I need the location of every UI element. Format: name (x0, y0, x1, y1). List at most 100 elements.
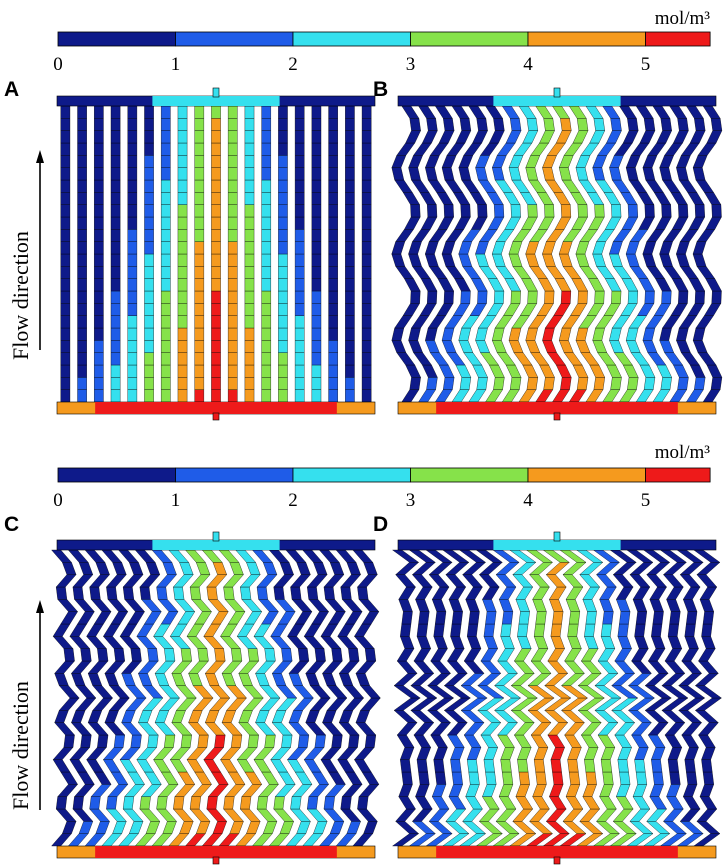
panelB-channel-4-seg-7 (469, 303, 487, 316)
panelA-channel-6-seg-6 (161, 315, 171, 329)
panelB-channel-11-seg-22 (593, 118, 605, 131)
panelD-channel-15-seg-7 (651, 747, 666, 760)
panelC-channel-17-seg-4 (341, 784, 363, 797)
panelD-channel-5-seg-4 (482, 784, 497, 797)
panelC-channel-11-seg-0 (235, 833, 256, 847)
panelA-channel-13-seg-21 (278, 130, 288, 144)
panelC-channel-11-seg-21 (239, 574, 261, 588)
panelA-channel-14-seg-9 (294, 278, 305, 292)
panelC-channel-17-seg-7 (337, 747, 358, 760)
panelB-channel-1-seg-10 (412, 266, 431, 279)
panelA-channel-15-seg-16 (311, 192, 322, 205)
panelB-channel-0-seg-18 (391, 167, 405, 181)
panelA-channel-1-seg-17 (77, 179, 87, 193)
panelA-channel-8-seg-7 (194, 303, 205, 316)
panelC-channel-13-seg-2 (273, 808, 295, 822)
panelA-channel-0-seg-1 (60, 377, 71, 390)
panelB-channel-13-seg-17 (611, 179, 631, 193)
panelA-channel-13-seg-14 (278, 216, 288, 230)
panelD-channel-10-seg-5 (568, 771, 581, 785)
panelA-channel-1-seg-9 (77, 278, 87, 292)
panelA-channel-11-seg-0 (244, 389, 255, 403)
panelC-channel-16-seg-21 (323, 574, 345, 588)
flow-arrowhead-bottom (36, 600, 44, 613)
panelA-channel-13-seg-15 (278, 204, 288, 218)
panelB-channel-5-seg-18 (475, 167, 488, 181)
panelC-channel-15-seg-12 (309, 685, 331, 699)
panelC-channel-7-seg-13 (171, 673, 186, 686)
panelD-channel-10-seg-9 (564, 722, 585, 736)
panelD-channel-17-seg-21 (679, 574, 701, 588)
panelB-channel-13-seg-10 (612, 266, 632, 279)
panelB-channel-10-seg-23 (568, 105, 587, 119)
panelC-channel-1-seg-9 (70, 722, 92, 736)
panelB-channel-11-seg-9 (588, 278, 605, 292)
panelA-channel-6-seg-14 (161, 216, 171, 230)
panelC-channel-14-seg-19 (291, 599, 313, 612)
panelB-channel-18-seg-17 (695, 179, 714, 193)
panelC-channel-6-seg-18 (160, 611, 179, 625)
panelC-channel-10-seg-2 (223, 808, 244, 822)
panelC-channel-11-seg-18 (244, 611, 263, 625)
panelB-channel-6-seg-19 (491, 155, 507, 168)
panelA-channel-7-seg-0 (177, 389, 188, 403)
panelC-channel-10-seg-19 (224, 599, 246, 612)
panelB-channel-13-seg-14 (621, 216, 639, 230)
panelC-channel-2-seg-9 (87, 722, 109, 736)
panelB-channel-7-seg-4 (508, 340, 524, 353)
panelA-channel-12-seg-19 (261, 155, 271, 168)
panelC-channel-14-seg-2 (290, 808, 311, 822)
panelD-channel-9-seg-3 (549, 796, 567, 810)
panelB-channel-18-seg-4 (692, 340, 708, 353)
panelB-channel-15-seg-8 (661, 290, 672, 304)
panelB-channel-3-seg-19 (441, 155, 457, 168)
panelC-channel-8-seg-11 (192, 697, 214, 711)
panelD-channel-5-seg-15 (480, 648, 499, 662)
panelC-channel-18-seg-21 (357, 574, 378, 588)
panelD-channel-1-seg-4 (415, 784, 430, 797)
panelA-channel-0-seg-22 (60, 118, 71, 131)
panelA-channel-1-seg-22 (77, 118, 87, 131)
panelC-channel-17-seg-12 (343, 685, 365, 699)
panelA-channel-3-seg-16 (110, 192, 121, 205)
panelC-channel-1-seg-23 (67, 549, 89, 563)
panelB-channel-17-seg-19 (676, 155, 691, 168)
panel-label-c: C (4, 513, 19, 536)
panelD-channel-14-seg-17 (634, 623, 646, 637)
panelB-channel-12-seg-1 (610, 377, 622, 390)
panelA-channel-8-seg-10 (194, 266, 205, 279)
panelB-channel-1-seg-0 (418, 389, 436, 403)
panelB-channel-7-seg-2 (522, 364, 539, 378)
panelA-channel-18-seg-18 (361, 167, 372, 181)
panelA-channel-1-seg-5 (77, 327, 87, 341)
panelA-channel-1-seg-6 (77, 315, 87, 329)
panelD-channel-17-seg-7 (684, 747, 699, 760)
panelA-channel-14-seg-11 (294, 253, 305, 267)
panelC-channel-4-seg-9 (121, 722, 142, 736)
panelC-channel-2-seg-22 (95, 562, 110, 575)
panelC-channel-14-seg-23 (285, 549, 307, 563)
panelC-channel-7-seg-10 (171, 710, 186, 723)
panelA-channel-12-seg-16 (261, 192, 271, 205)
panelC-channel-8-seg-7 (186, 747, 208, 760)
panelA-channel-16-seg-22 (328, 118, 338, 131)
panelD-channel-1-seg-8 (413, 734, 432, 748)
panelB-channel-2-seg-5 (425, 327, 438, 341)
panelA-channel-11-seg-15 (244, 204, 255, 218)
panelB-channel-18-seg-0 (702, 389, 721, 403)
panelD-channel-17-seg-15 (681, 648, 699, 662)
panelA-channel-12-seg-12 (261, 241, 271, 255)
panelD-channel-13-seg-21 (612, 574, 634, 588)
panelD-channel-15-seg-17 (651, 623, 663, 637)
panelC-channel-14-seg-0 (285, 833, 307, 847)
panelA-channel-6-seg-20 (161, 142, 171, 156)
panelA-channel-10-seg-19 (227, 155, 238, 168)
panelA-channel-17-seg-11 (345, 253, 355, 267)
panelC-channel-5-seg-8 (147, 734, 159, 748)
panelC-channel-0-seg-9 (54, 722, 75, 736)
panelA-channel-5-seg-22 (144, 118, 154, 131)
panelD-channel-3-seg-3 (448, 796, 467, 810)
panelA-channel-2-seg-21 (94, 130, 104, 144)
panelC-channel-16-seg-14 (322, 660, 343, 674)
panelC-channel-3-seg-8 (113, 734, 125, 748)
